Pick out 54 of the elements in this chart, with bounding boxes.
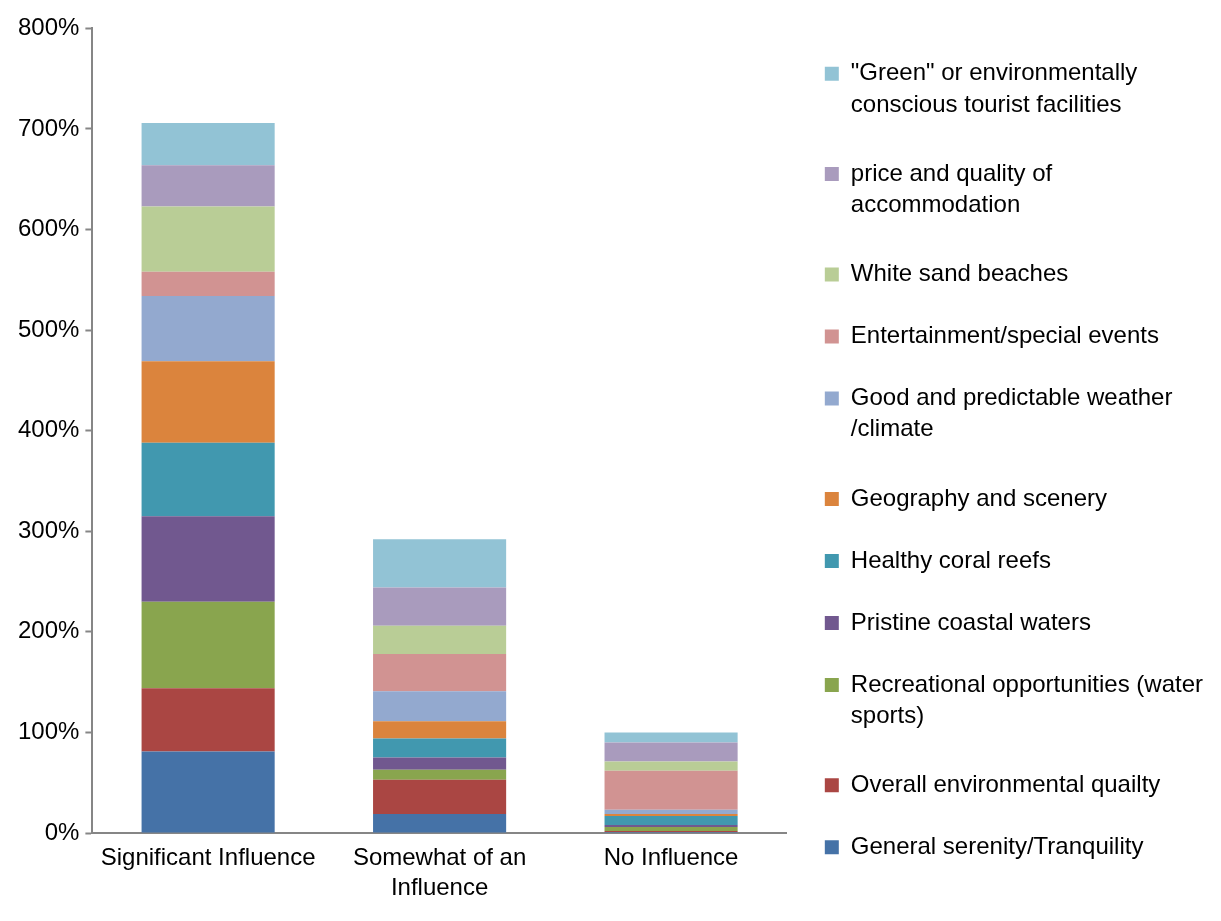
bar [604,732,738,743]
bar [373,813,507,833]
y-tick-label: 600% [17,214,80,242]
bar [373,653,507,692]
y-tick-label: 700% [17,113,80,141]
bar [141,122,275,166]
bar [141,206,275,272]
bar [604,826,738,831]
legend-label: Recreational opportunities (water sports) [850,669,1204,728]
bar [141,295,275,362]
bar [141,601,275,689]
legend-label: price and quality of accommodation [850,158,1053,217]
bar [141,361,275,443]
legend-label: Overall environmental quailty [850,769,1161,797]
bar [141,442,275,517]
legend-label: Entertainment/special events [850,321,1159,349]
bar [604,809,738,814]
y-tick-label: 400% [17,415,80,443]
bar [373,691,507,722]
x-tick-label: Significant Influence [100,842,316,870]
bar [373,587,507,626]
legend-label: Healthy coral reefs [850,545,1051,573]
x-tick-label: No Influence [603,842,739,870]
y-tick-label: 200% [17,616,80,644]
legend-label: Pristine coastal waters [850,607,1091,635]
bar [141,688,275,752]
bar [604,824,738,827]
bar [373,738,507,758]
bar [373,769,507,780]
bar [604,813,738,816]
y-tick-label: 800% [17,13,80,41]
bar [141,271,275,296]
bar [141,165,275,207]
bar [604,770,738,810]
legend-label: Good and predictable weather /climate [850,383,1173,442]
legend-label: White sand beaches [850,259,1069,287]
bar [141,516,275,602]
bar [373,539,507,588]
y-tick-label: 0% [44,817,80,845]
x-tick-label: Somewhat of an Influence [352,842,527,900]
bar [604,815,738,825]
legend-label: General serenity/Tranquility [850,831,1144,859]
y-tick-label: 500% [17,314,80,342]
bar [373,757,507,770]
bar [373,779,507,814]
bar [373,625,507,654]
y-tick-label: 100% [17,717,80,745]
legend-label: "Green" or environmentally conscious tourist facilities [850,58,1138,117]
legend-label: Geography and scenery [850,483,1107,511]
y-tick-label: 300% [17,515,80,543]
bar [604,761,738,771]
bar [373,721,507,739]
bar [604,742,738,762]
bar [141,751,275,833]
